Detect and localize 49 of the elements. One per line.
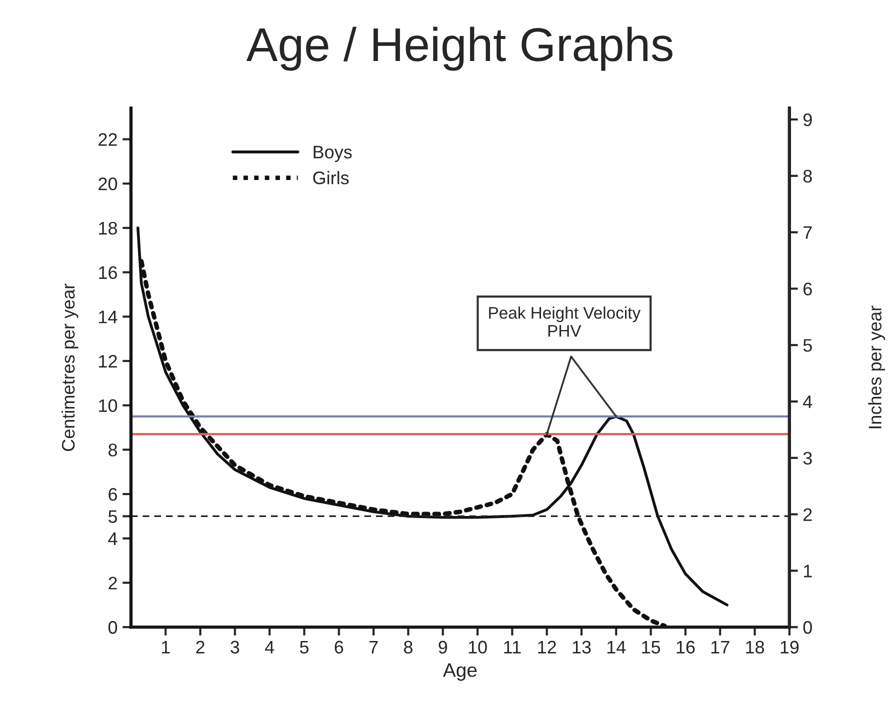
x-tick-label: 13 xyxy=(572,640,591,654)
x-tick-label: 5 xyxy=(300,640,309,654)
y2-tick-label: 8 xyxy=(803,170,812,183)
y2-axis-title: Inches per year xyxy=(868,306,886,428)
x-tick-label: 15 xyxy=(642,640,660,654)
x-tick-label: 4 xyxy=(264,640,274,654)
legend-label: Girls xyxy=(313,171,349,184)
x-tick-label: 16 xyxy=(676,640,695,654)
y2-tick-label: 2 xyxy=(804,508,812,521)
y2-tick-label: 7 xyxy=(804,226,812,239)
y2-tick-label: 6 xyxy=(804,282,812,296)
legend-label: Boys xyxy=(314,146,352,162)
y2-tick-label: 9 xyxy=(803,113,812,126)
x-tick-label: 3 xyxy=(230,640,240,654)
y-tick-label: 6 xyxy=(108,488,117,501)
x-tick-label: 7 xyxy=(369,640,378,654)
chart-title: Age / Height Graphs xyxy=(246,26,672,71)
y2-tick-label: 0 xyxy=(803,621,812,634)
x-axis-title: Age xyxy=(442,663,477,681)
y-tick-label: 22 xyxy=(98,133,117,146)
x-tick-label: 12 xyxy=(538,640,556,654)
x-tick-label: 17 xyxy=(711,640,730,654)
x-tick-label: 8 xyxy=(404,640,412,654)
x-tick-label: 10 xyxy=(468,640,487,654)
x-tick-label: 11 xyxy=(504,640,521,654)
y-tick-label: 4 xyxy=(108,532,118,545)
x-tick-label: 18 xyxy=(746,640,764,654)
y-tick-label: 10 xyxy=(99,399,118,412)
x-tick-label: 19 xyxy=(780,640,799,654)
y-tick-label: 8 xyxy=(108,444,117,456)
y-axis-title: Centimetres per year xyxy=(61,284,78,452)
y-tick-label: 2 xyxy=(108,576,117,590)
y-tick-label: 5 xyxy=(108,510,118,523)
annotation: Peak Height Velocity PHV xyxy=(489,306,641,337)
y2-tick-label: 1 xyxy=(804,564,812,578)
x-tick-label: 9 xyxy=(438,640,448,654)
y-tick-label: 0 xyxy=(108,621,118,634)
y-tick-label: 20 xyxy=(98,178,118,190)
y-tick-label: 18 xyxy=(99,222,117,235)
x-tick-label: 6 xyxy=(334,640,344,654)
y2-tick-label: 5 xyxy=(803,339,812,352)
y-tick-label: 14 xyxy=(99,310,118,324)
x-tick-label: 1 xyxy=(162,640,170,654)
x-tick-label: 14 xyxy=(607,640,626,654)
x-tick-label: 2 xyxy=(196,640,204,654)
y-tick-label: 16 xyxy=(99,266,117,279)
y2-tick-label: 4 xyxy=(803,396,812,408)
y-tick-label: 12 xyxy=(99,354,117,368)
y2-tick-label: 3 xyxy=(803,452,812,465)
